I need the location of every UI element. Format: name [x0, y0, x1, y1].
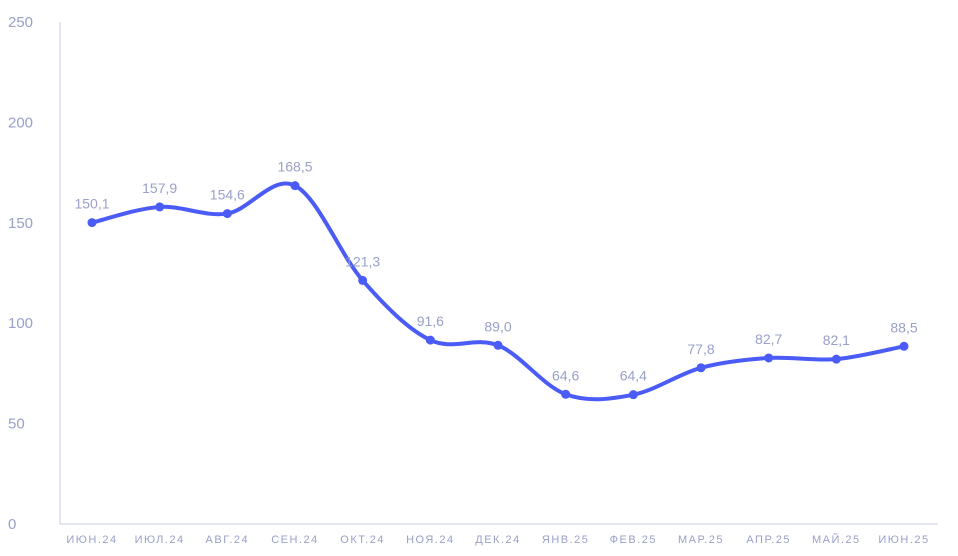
x-tick-label: АПР.25	[746, 534, 791, 546]
data-label: 121,3	[345, 253, 380, 269]
x-tick-label: ОКТ.24	[340, 534, 385, 546]
y-tick-label: 100	[8, 315, 33, 332]
data-label: 88,5	[890, 319, 917, 335]
data-labels: 150,1 157,9 154,6 168,5 121,3 91,6 89,0 64,6 64,…	[74, 159, 917, 384]
data-point	[290, 181, 300, 191]
data-point	[425, 335, 435, 345]
y-tick-labels: 0 50 100 150 200 250	[8, 14, 33, 533]
x-tick-label: ДЕК.24	[475, 534, 521, 546]
data-label: 89,0	[484, 318, 511, 334]
data-point	[358, 275, 368, 285]
data-point	[628, 390, 638, 400]
data-label: 82,7	[755, 331, 782, 347]
x-tick-label: МАЙ.25	[812, 533, 861, 546]
x-tick-label: ИЮЛ.24	[135, 534, 185, 546]
y-tick-label: 250	[8, 14, 33, 31]
data-label: 64,6	[552, 367, 579, 383]
x-tick-label: АВГ.24	[206, 534, 250, 546]
data-point	[493, 340, 503, 350]
data-label: 154,6	[210, 187, 245, 203]
data-point	[561, 389, 571, 399]
data-point	[831, 354, 841, 364]
data-label: 82,1	[823, 332, 850, 348]
data-point	[155, 202, 165, 212]
y-tick-label: 50	[8, 416, 25, 433]
x-tick-label: ФЕВ.25	[610, 534, 657, 546]
data-label: 91,6	[417, 313, 444, 329]
x-tick-label: ЯНВ.25	[542, 534, 590, 546]
y-tick-label: 0	[8, 516, 16, 533]
x-tick-label: СЕН.24	[271, 534, 319, 546]
data-point	[899, 341, 909, 351]
y-tick-label: 150	[8, 215, 33, 232]
x-tick-label: ИЮН.24	[66, 534, 117, 546]
data-label: 64,4	[620, 368, 647, 384]
x-tick-label: ИЮН.25	[878, 534, 929, 546]
data-label: 150,1	[74, 196, 109, 212]
data-label: 157,9	[142, 180, 177, 196]
data-points	[87, 181, 909, 400]
data-point	[764, 353, 774, 363]
data-point	[87, 218, 97, 228]
series-line	[90, 181, 906, 402]
data-point	[696, 363, 706, 373]
data-label: 168,5	[277, 159, 312, 175]
x-tick-label: НОЯ.24	[406, 534, 455, 546]
data-label: 77,8	[687, 341, 714, 357]
x-tick-labels: ИЮН.24 ИЮЛ.24 АВГ.24 СЕН.24 ОКТ.24 НОЯ.24 ДЕК.…	[66, 533, 929, 546]
y-tick-label: 200	[8, 114, 33, 131]
x-tick-label: МАР.25	[678, 534, 724, 546]
data-point	[222, 209, 232, 219]
